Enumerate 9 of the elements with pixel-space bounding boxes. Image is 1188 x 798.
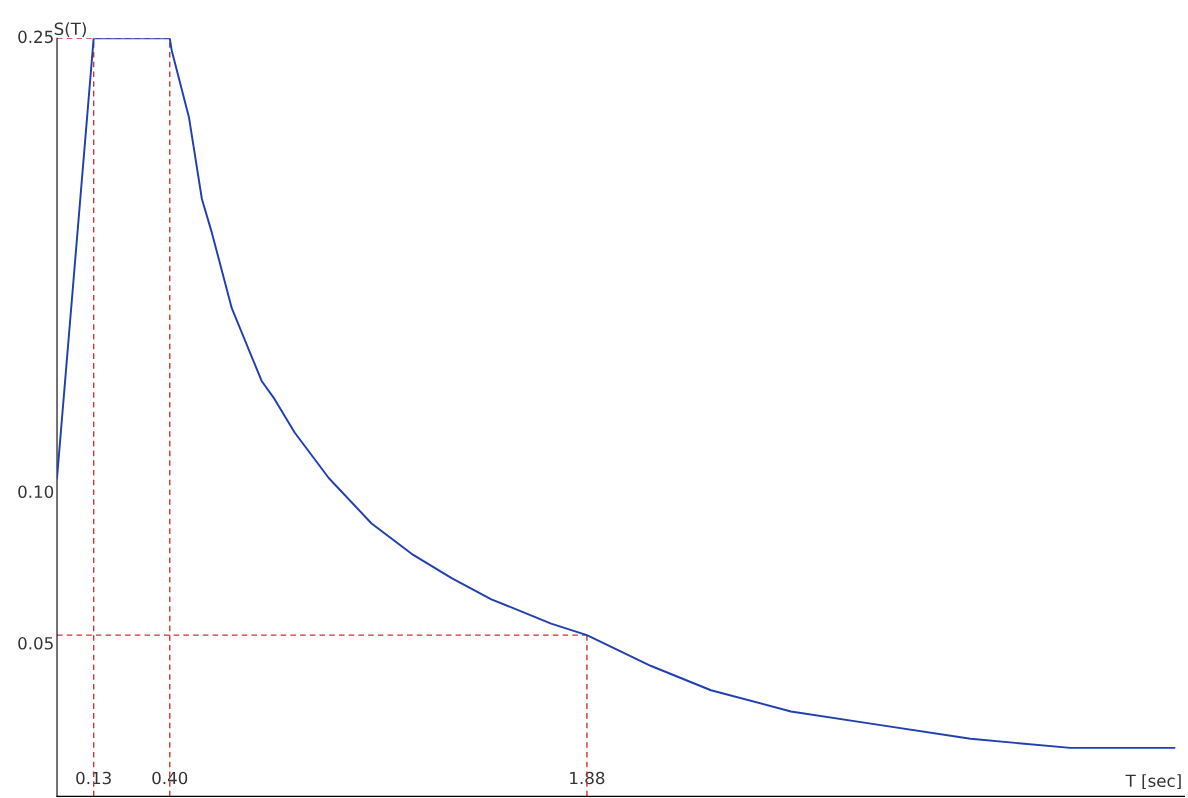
x-tick-label: 0.13 [76, 771, 111, 785]
line-series [57, 38, 1176, 749]
y-tick-label: 0.10 [18, 485, 54, 498]
y-tick-label: 0.05 [18, 637, 53, 650]
x-axis-title: T [sec] [1125, 774, 1181, 790]
y-tick-label: 0.25 [18, 30, 53, 44]
x-tick-label: 1.88 [570, 771, 605, 785]
y-axis-title: S(T) [54, 22, 86, 38]
x-tick-label: 0.40 [152, 771, 188, 785]
